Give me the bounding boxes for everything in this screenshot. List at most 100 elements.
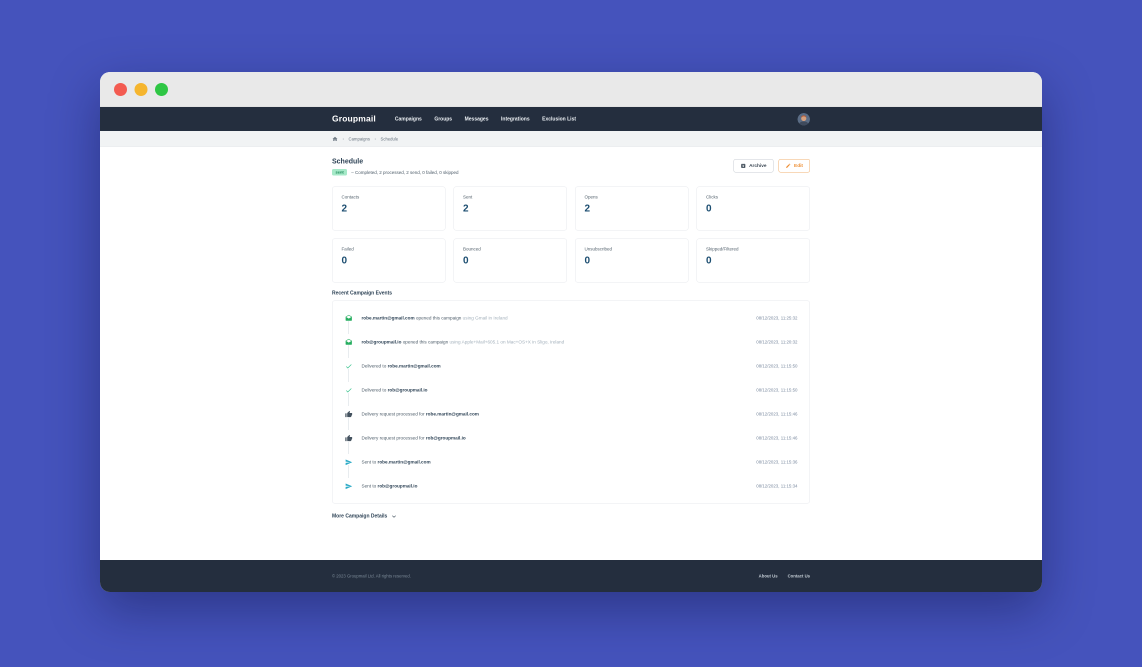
event-email: rob@groupmail.io: [387, 387, 428, 393]
event-description: robe.martin@gmail.com opened this campai…: [362, 316, 751, 321]
event-text: Delivered to: [361, 363, 388, 369]
event-client-info: using Apple+Mail+605.1 on Mac+OS+X in Sl…: [449, 339, 565, 345]
events-card: robe.martin@gmail.com opened this campai…: [332, 300, 810, 504]
event-text: Delivered to: [361, 387, 388, 393]
stat-card-clicks: Clicks 0: [696, 186, 810, 231]
send-icon: [345, 459, 352, 465]
event-email: robe.martin@gmail.com: [425, 411, 479, 417]
stat-value: 0: [706, 255, 712, 266]
event-timestamp: 08/12/2023, 11:15:46: [756, 411, 798, 417]
event-row: robe.martin@gmail.com opened this campai…: [345, 306, 798, 330]
thumbs-up-icon: [345, 434, 353, 442]
breadcrumb-separator: ›: [342, 136, 345, 142]
stat-value: 0: [341, 255, 348, 266]
stat-card-skipped-filtered: Skipped/Filtered 0: [696, 238, 810, 283]
stat-card-bounced: Bounced 0: [453, 238, 567, 283]
breadcrumb-schedule[interactable]: Schedule: [380, 136, 399, 142]
event-email: robe.martin@gmail.com: [377, 459, 431, 465]
send-icon: [345, 482, 353, 490]
copyright-text: © 2023 Groupmail Ltd. All rights reserve…: [332, 573, 411, 579]
event-email: robe.martin@gmail.com: [361, 315, 415, 321]
more-campaign-details-toggle[interactable]: More Campaign Details: [332, 513, 396, 520]
stat-card-opens: Opens 2: [575, 186, 689, 231]
event-row: Delivered to robe.martin@gmail.com 08/12/…: [345, 354, 798, 378]
logo[interactable]: Groupmail: [332, 114, 376, 124]
stat-value: 2: [584, 203, 591, 214]
send-icon: [345, 458, 353, 466]
thumbs-up-icon: [345, 434, 352, 441]
event-email: rob@groupmail.io: [377, 483, 418, 489]
event-timestamp: 08/12/2023, 11:15:34: [756, 483, 798, 489]
breadcrumb: › Campaigns › Schedule: [100, 131, 1042, 147]
breadcrumb-campaigns[interactable]: Campaigns: [348, 136, 371, 142]
event-text: opened this campaign: [414, 315, 463, 321]
archive-icon: [741, 163, 746, 168]
stat-label: Skipped/Filtered: [706, 246, 739, 252]
stat-label: Unsubscribed: [584, 246, 613, 252]
footer-link-about-us[interactable]: About Us: [758, 573, 778, 579]
maximize-button[interactable]: [155, 82, 168, 96]
chevron-down-icon: [392, 515, 396, 518]
event-text: Delivery request processed for: [361, 411, 426, 417]
event-description: Delivered to robe.martin@gmail.com: [362, 364, 751, 369]
home-icon[interactable]: [332, 136, 338, 142]
event-description: rob@groupmail.io opened this campaign us…: [362, 340, 751, 345]
top-navbar: Groupmail Campaigns Groups Messages Integra…: [100, 107, 1042, 131]
event-email: rob@groupmail.io: [361, 339, 402, 345]
browser-window: Groupmail Campaigns Groups Messages Integra…: [100, 72, 1042, 592]
nav-item-integrations[interactable]: Integrations: [501, 116, 530, 122]
nav-item-messages[interactable]: Messages: [464, 116, 489, 122]
main-content: Schedule sent – Completed, 2 processed, …: [100, 147, 1042, 560]
event-text: Sent to: [361, 483, 378, 489]
more-campaign-details-label: More Campaign Details: [332, 513, 388, 520]
event-timestamp: 08/12/2023, 11:20:32: [756, 339, 798, 345]
home-icon: [332, 136, 338, 141]
stat-card-contacts: Contacts 2: [332, 186, 446, 231]
event-row: Delivered to rob@groupmail.io 08/12/2023,…: [345, 378, 798, 402]
nav-item-campaigns[interactable]: Campaigns: [394, 116, 422, 122]
stat-label: Bounced: [463, 246, 481, 252]
stat-value: 2: [463, 203, 469, 214]
stat-label: Failed: [341, 246, 354, 252]
envelope-open-icon: [345, 314, 353, 322]
event-text: opened this campaign: [401, 339, 450, 345]
envelope-open-icon: [345, 338, 353, 346]
stat-value: 0: [706, 203, 712, 214]
stat-card-sent: Sent 2: [453, 186, 567, 231]
footer-link-contact-us[interactable]: Contact Us: [787, 573, 810, 579]
event-row: Sent to robe.martin@gmail.com 08/12/2023,…: [345, 450, 798, 474]
stats-grid: Contacts 2 Sent 2 Opens 2 Clicks 0 Failed 0 Bounce…: [332, 186, 810, 283]
check-icon: [345, 387, 352, 393]
avatar-image: [797, 112, 810, 126]
stat-label: Clicks: [706, 194, 718, 200]
stat-label: Contacts: [341, 194, 360, 200]
stat-value: 2: [341, 203, 348, 214]
stat-value: 0: [584, 255, 591, 266]
event-timestamp: 08/12/2023, 11:15:50: [756, 363, 798, 369]
stat-card-failed: Failed 0: [332, 238, 446, 283]
window-titlebar: [100, 72, 1042, 107]
event-description: Delivery request processed for robe.mart…: [362, 412, 751, 417]
edit-button[interactable]: Edit: [778, 159, 810, 173]
status-badge: sent: [332, 169, 348, 176]
event-description: Sent to rob@groupmail.io: [362, 484, 751, 489]
stat-card-unsubscribed: Unsubscribed 0: [575, 238, 689, 283]
user-avatar[interactable]: [797, 112, 810, 126]
stat-value: 0: [463, 255, 469, 266]
page-title: Schedule: [332, 157, 364, 165]
event-description: Delivered to rob@groupmail.io: [362, 388, 751, 393]
page-header: Schedule sent – Completed, 2 processed, …: [332, 157, 810, 176]
close-button[interactable]: [114, 82, 127, 96]
nav-item-exclusion-list[interactable]: Exclusion List: [542, 116, 577, 122]
minimize-button[interactable]: [134, 82, 148, 96]
edit-button-label: Edit: [794, 163, 803, 169]
event-email: robe.martin@gmail.com: [387, 363, 441, 369]
footer: © 2023 Groupmail Ltd. All rights reserve…: [100, 560, 1042, 592]
nav-item-groups[interactable]: Groups: [434, 116, 453, 122]
thumbs-up-icon: [345, 410, 352, 417]
event-email: rob@groupmail.io: [425, 435, 466, 441]
event-timestamp: 08/12/2023, 11:15:50: [756, 387, 798, 393]
archive-button[interactable]: Archive: [733, 159, 774, 173]
event-row: Delivery request processed for rob@group…: [345, 426, 798, 450]
archive-button-label: Archive: [749, 163, 767, 169]
